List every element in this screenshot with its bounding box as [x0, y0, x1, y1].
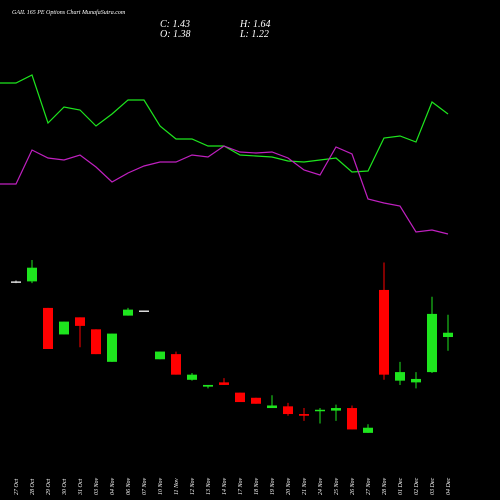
- x-tick-label: 14 Nov: [221, 477, 228, 495]
- candle-body: [235, 392, 245, 403]
- open-label: O: 1.38: [160, 29, 191, 40]
- x-tick-label: 24 Nov: [317, 477, 324, 495]
- candle-body: [443, 332, 453, 338]
- candle-body: [123, 309, 133, 316]
- x-tick-label: 30 Oct: [62, 479, 68, 496]
- x-tick-label: 25 Nov: [334, 477, 340, 495]
- x-tick-label: 03 Dec: [430, 478, 436, 495]
- x-tick-label: 26 Nov: [350, 477, 356, 495]
- x-tick-label: 21 Nov: [302, 477, 308, 495]
- candle-body: [363, 427, 373, 433]
- low-label: L: 1.22: [239, 29, 269, 40]
- x-tick-label: 11 Nov: [174, 478, 180, 495]
- candle-body: [43, 307, 53, 349]
- x-tick-label: 03 Nov: [94, 477, 100, 495]
- x-tick-label: 29 Oct: [46, 479, 52, 495]
- x-tick-label: 04 Dec: [445, 478, 452, 495]
- candle-body: [331, 408, 341, 411]
- indicator-line: [0, 145, 449, 235]
- x-tick-label: 20 Nov: [286, 477, 292, 495]
- x-tick-label: 19 Nov: [270, 477, 276, 495]
- candle-body: [11, 281, 21, 283]
- candle-body: [427, 313, 437, 373]
- x-tick-label: 02 Dec: [414, 478, 420, 495]
- candle-body: [59, 321, 69, 335]
- close-label: C: 1.43: [160, 19, 190, 30]
- x-tick-label: 27 Nov: [366, 477, 372, 495]
- candle-body: [171, 354, 181, 375]
- candle-body: [91, 329, 101, 355]
- candle-body: [315, 409, 325, 412]
- x-tick-label: 28 Oct: [30, 479, 36, 495]
- candle-body: [379, 289, 389, 375]
- candle-body: [139, 310, 149, 312]
- x-tick-label: 31 Oct: [78, 479, 84, 496]
- x-tick-label: 18 Nov: [254, 477, 260, 495]
- candle-body: [27, 267, 37, 282]
- x-tick-label: 13 Nov: [206, 477, 212, 495]
- x-tick-label: 17 Nov: [238, 477, 244, 495]
- chart-title: GAIL 165 PE Options Chart MunafaSutra.co…: [12, 9, 126, 16]
- x-tick-label: 10 Nov: [158, 477, 164, 495]
- candle-body: [347, 408, 357, 430]
- candle-body: [395, 372, 405, 381]
- candle-body: [267, 405, 277, 409]
- candle-body: [411, 378, 421, 383]
- candle-body: [219, 382, 229, 385]
- x-tick-label: 04 Nov: [109, 477, 116, 495]
- x-tick-label: 07 Nov: [142, 477, 148, 495]
- candle-body: [299, 414, 309, 416]
- candle-body: [203, 384, 213, 387]
- candle-body: [251, 397, 261, 404]
- x-tick-label: 06 Nov: [126, 477, 132, 495]
- x-tick-label: 01 Dec: [398, 478, 404, 495]
- candle-body: [155, 351, 165, 360]
- candle-body: [107, 333, 117, 362]
- x-tick-label: 27 Oct: [14, 479, 20, 495]
- x-tick-label: 28 Nov: [382, 477, 388, 495]
- high-label: H: 1.64: [239, 19, 271, 30]
- candle-body: [75, 317, 85, 326]
- x-tick-label: 12 Nov: [190, 477, 196, 495]
- candle-body: [187, 374, 197, 380]
- indicator-line: [0, 74, 449, 173]
- candle-body: [283, 406, 293, 415]
